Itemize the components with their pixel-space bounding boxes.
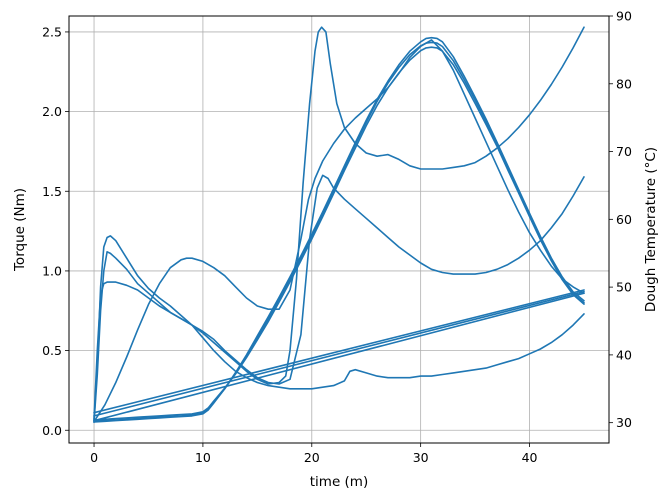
tick-marks <box>65 15 613 447</box>
y-axis-label-right: Dough Temperature (°C) <box>643 147 659 312</box>
x-tick-label: 20 <box>304 450 320 465</box>
y-axis-label-left: Torque (Nm) <box>12 188 28 272</box>
series-line-10 <box>93 289 585 414</box>
series-line-4 <box>93 41 585 423</box>
y-tick-label-right: 40 <box>616 347 632 362</box>
y-tick-label-left: 0.0 <box>42 423 62 438</box>
series-line-1 <box>93 26 585 424</box>
x-tick-label: 0 <box>90 450 98 465</box>
y-tick-label-right: 70 <box>616 144 632 159</box>
series-line-9 <box>93 290 585 417</box>
y-tick-label-left: 2.5 <box>42 24 62 39</box>
x-tick-label: 10 <box>195 450 211 465</box>
y-tick-label-right: 90 <box>616 9 632 24</box>
y-tick-label-right: 30 <box>616 415 632 430</box>
x-axis-label: time (m) <box>310 474 368 490</box>
y-tick-label-left: 1.0 <box>42 263 62 278</box>
series-line-2 <box>93 174 585 420</box>
y-tick-label-right: 50 <box>616 280 632 295</box>
plot-frame <box>68 15 610 444</box>
series-line-7 <box>93 39 585 422</box>
y-tick-label-left: 2.0 <box>42 104 62 119</box>
series-line-8 <box>93 292 585 422</box>
y-tick-label-right: 80 <box>616 76 632 91</box>
series-line-6 <box>93 46 585 421</box>
y-tick-label-left: 0.5 <box>42 343 62 358</box>
series-layer <box>93 26 585 424</box>
y-tick-label-left: 1.5 <box>42 184 62 199</box>
x-tick-label: 40 <box>522 450 538 465</box>
series-line-5 <box>93 36 585 423</box>
series-line-3 <box>93 235 585 422</box>
y-tick-label-right: 60 <box>616 212 632 227</box>
x-tick-label: 30 <box>413 450 429 465</box>
